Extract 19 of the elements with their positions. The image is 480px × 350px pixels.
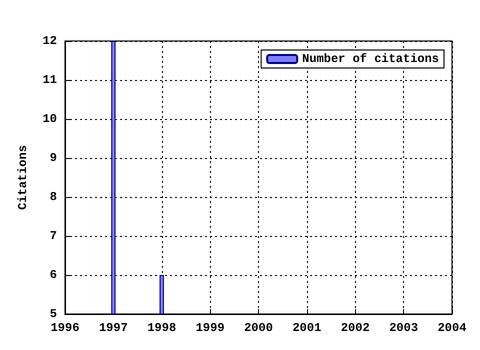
y-tick-label: 11 [42,73,57,87]
x-tick-label: 2003 [389,321,418,335]
x-tick-label: 2002 [340,321,370,335]
y-tick-label: 10 [42,112,57,126]
legend-label: Number of citations [302,52,440,66]
x-tick-label: 2004 [438,321,466,335]
y-tick-label: 8 [50,190,57,204]
x-tick-label: 2001 [292,321,322,335]
y-tick-label: 7 [50,229,57,243]
x-tick-label: 1996 [50,321,80,335]
y-axis-title: Citations [16,145,30,210]
y-tick-label: 6 [50,268,57,282]
x-tick-label: 2000 [244,321,273,335]
y-tick-label: 9 [50,151,57,165]
x-tick-label: 1997 [98,321,128,335]
x-tick-label: 1998 [147,321,176,335]
y-tick-label: 12 [42,34,57,48]
x-tick-label: 1999 [196,321,225,335]
y-tick-label: 5 [50,307,57,321]
